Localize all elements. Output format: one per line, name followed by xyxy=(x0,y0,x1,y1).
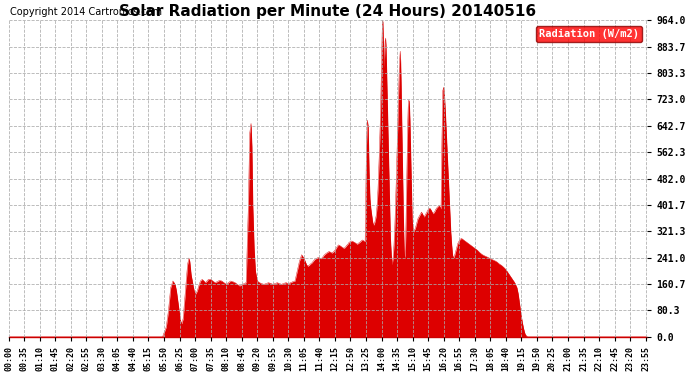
Legend: Radiation (W/m2): Radiation (W/m2) xyxy=(536,26,642,42)
Title: Solar Radiation per Minute (24 Hours) 20140516: Solar Radiation per Minute (24 Hours) 20… xyxy=(119,4,537,19)
Text: Copyright 2014 Cartronics.com: Copyright 2014 Cartronics.com xyxy=(10,7,162,17)
